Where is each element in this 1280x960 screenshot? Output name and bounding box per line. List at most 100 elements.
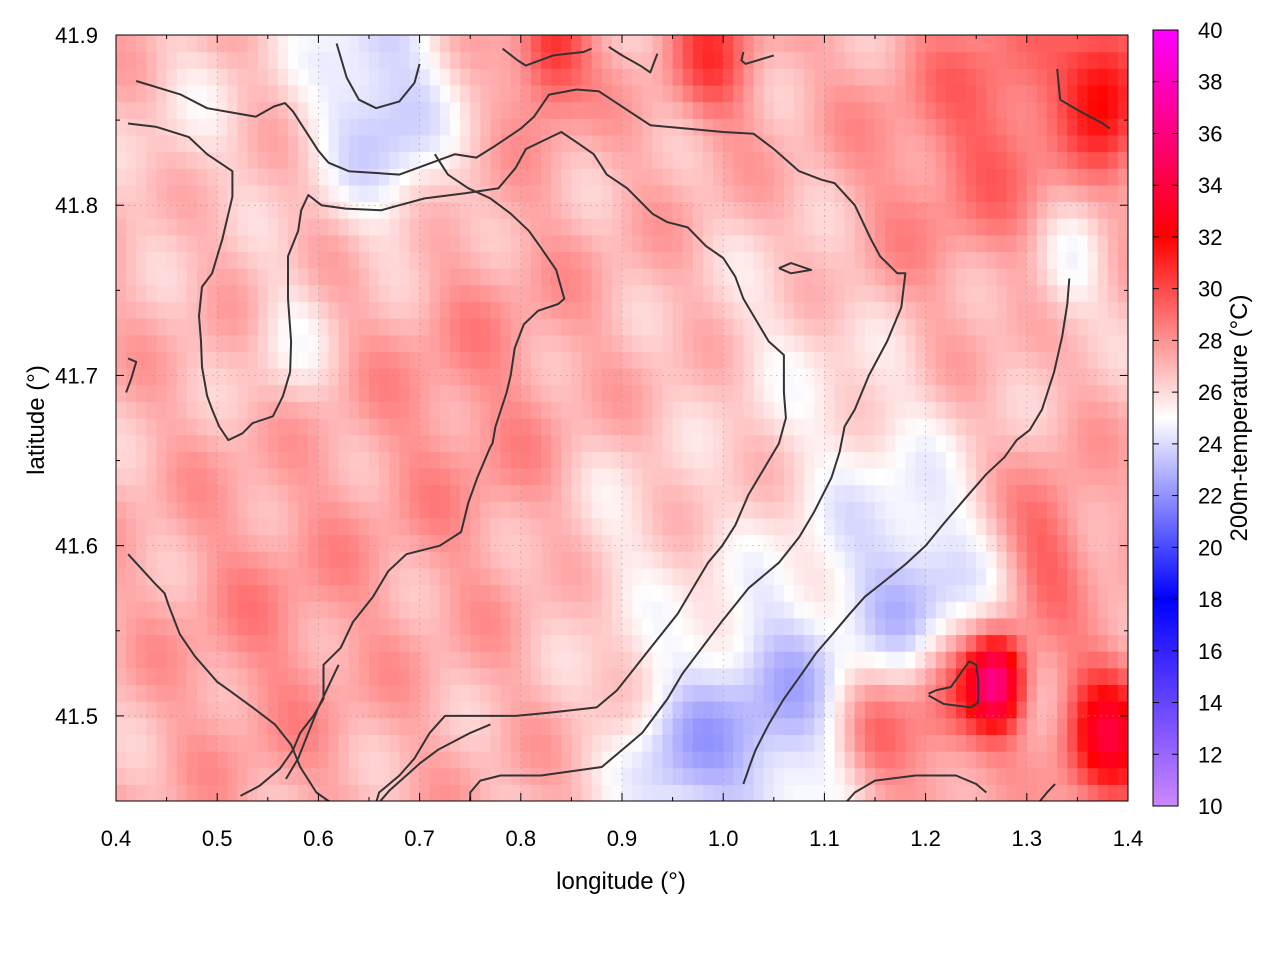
heatmap-cell: [561, 418, 572, 436]
heatmap-cell: [257, 35, 269, 53]
heatmap-cell: [925, 667, 937, 686]
heatmap-cell: [237, 517, 249, 536]
heatmap-cell: [116, 634, 127, 652]
heatmap-cell: [318, 151, 330, 169]
heatmap-cell: [176, 284, 188, 303]
heatmap-cell: [308, 634, 319, 652]
heatmap-cell: [1087, 634, 1099, 652]
heatmap-cell: [935, 251, 947, 269]
heatmap-cell: [318, 467, 330, 486]
heatmap-cell: [1097, 734, 1109, 752]
heatmap-cell: [470, 201, 481, 219]
heatmap-cell: [996, 617, 1008, 636]
heatmap-cell: [237, 68, 249, 86]
heatmap-cell: [723, 451, 734, 469]
heatmap-cell: [753, 101, 765, 119]
heatmap-cell: [713, 151, 724, 169]
heatmap-cell: [702, 517, 714, 536]
heatmap-cell: [166, 118, 178, 136]
heatmap-cell: [237, 284, 249, 303]
heatmap-cell: [652, 384, 664, 402]
heatmap-cell: [551, 234, 562, 253]
heatmap-cell: [510, 218, 522, 236]
heatmap-cell: [814, 667, 825, 686]
heatmap-cell: [470, 634, 481, 652]
heatmap-cell: [935, 84, 947, 103]
heatmap-cell: [905, 218, 917, 236]
heatmap-cell: [520, 401, 532, 419]
heatmap-cell: [328, 701, 340, 719]
heatmap-cell: [581, 334, 593, 352]
heatmap-cell: [733, 168, 745, 186]
heatmap-cell: [510, 651, 522, 669]
heatmap-cell: [733, 101, 745, 119]
heatmap-cell: [328, 567, 340, 586]
heatmap-cell: [237, 418, 249, 436]
heatmap-cell: [986, 534, 998, 552]
heatmap-cell: [439, 168, 451, 186]
heatmap-cell: [399, 651, 411, 669]
heatmap-cell: [814, 351, 825, 369]
heatmap-cell: [369, 68, 380, 86]
heatmap-cell: [783, 651, 795, 669]
x-tick-label: 0.6: [303, 826, 334, 851]
heatmap-cell: [885, 134, 896, 153]
heatmap-cell: [642, 467, 653, 486]
heatmap-cell: [267, 351, 279, 369]
heatmap-cell: [429, 434, 441, 452]
heatmap-cell: [1006, 334, 1018, 352]
heatmap-cell: [328, 368, 340, 386]
heatmap-cell: [510, 467, 522, 486]
heatmap-cell: [308, 284, 319, 303]
heatmap-cell: [439, 467, 451, 486]
heatmap-cell: [1107, 201, 1119, 219]
heatmap-cell: [267, 184, 279, 203]
heatmap-cell: [955, 684, 967, 702]
heatmap-cell: [288, 68, 299, 86]
heatmap-cell: [713, 301, 724, 319]
heatmap-cell: [116, 384, 127, 402]
heatmap-cell: [449, 368, 461, 386]
heatmap-cell: [1077, 717, 1089, 735]
heatmap-cell: [176, 218, 188, 236]
heatmap-cell: [439, 551, 451, 569]
heatmap-cell: [794, 234, 805, 253]
heatmap-cell: [186, 484, 198, 502]
heatmap-cell: [1077, 218, 1089, 236]
heatmap-cell: [429, 151, 441, 169]
heatmap-cell: [399, 684, 411, 702]
heatmap-cell: [530, 301, 542, 319]
heatmap-cell: [419, 701, 431, 719]
heatmap-cell: [783, 318, 795, 336]
heatmap-cell: [338, 784, 350, 801]
heatmap-cell: [217, 84, 228, 103]
heatmap-cell: [905, 401, 917, 419]
heatmap-cell: [358, 784, 370, 801]
heatmap-cell: [1097, 601, 1109, 619]
heatmap-cell: [804, 418, 815, 436]
heatmap-cell: [176, 234, 188, 253]
heatmap-cell: [955, 234, 967, 253]
heatmap-cell: [1047, 201, 1058, 219]
heatmap-cell: [652, 268, 664, 286]
heatmap-cell: [804, 701, 815, 719]
heatmap-cell: [783, 184, 795, 203]
heatmap-cell: [763, 268, 775, 286]
heatmap-cell: [783, 418, 795, 436]
heatmap-cell: [804, 534, 815, 552]
heatmap-cell: [632, 418, 643, 436]
heatmap-cell: [146, 601, 158, 619]
heatmap-cell: [895, 734, 906, 752]
heatmap-cell: [713, 134, 724, 153]
heatmap-cell: [186, 667, 198, 686]
heatmap-cell: [652, 434, 664, 452]
heatmap-cell: [510, 534, 522, 552]
heatmap-cell: [227, 517, 239, 536]
heatmap-cell: [1057, 551, 1068, 569]
heatmap-cell: [591, 617, 603, 636]
heatmap-cell: [166, 751, 178, 769]
heatmap-cell: [581, 667, 593, 686]
heatmap-cell: [419, 35, 431, 53]
heatmap-cell: [905, 617, 917, 636]
heatmap-cell: [642, 601, 653, 619]
